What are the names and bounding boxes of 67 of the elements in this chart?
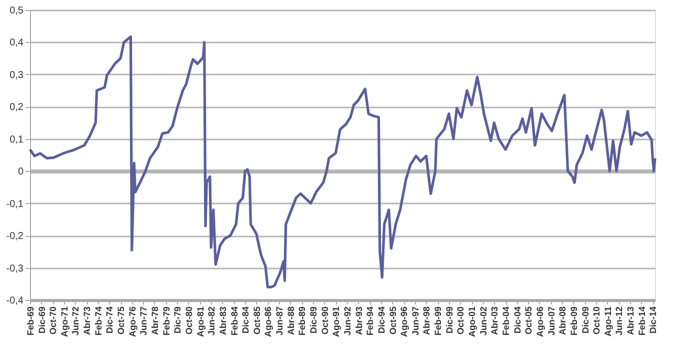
x-tick-label: Dic-14 — [648, 306, 658, 334]
x-tick-label: Jun-72 — [70, 306, 81, 336]
line-series — [28, 35, 656, 288]
y-tick-label: 0,4 — [10, 38, 24, 49]
y-tick-label: -0,4 — [6, 296, 24, 306]
x-tick-label: Dic-69 — [36, 306, 47, 334]
y-tick-label: 0 — [18, 166, 24, 178]
x-tick-label: Feb-04 — [501, 306, 512, 336]
x-tick-label: Ago-91 — [331, 306, 342, 338]
x-tick-label: Jun-07 — [546, 306, 556, 336]
x-tick-label: Abr-88 — [286, 306, 296, 336]
x-tick-label: Feb-84 — [229, 306, 240, 336]
x-tick-label: Dic-89 — [308, 306, 319, 334]
x-tick-label: Ago-11 — [602, 306, 613, 337]
x-tick-label: Jun-92 — [342, 306, 352, 336]
x-tick-label: Jun-77 — [138, 306, 149, 336]
x-tick-label: Oct-75 — [116, 306, 126, 335]
x-tick-label: Dic-09 — [580, 306, 590, 334]
x-tick-label: Ago-81 — [195, 306, 206, 338]
x-tick-label: Feb-14 — [636, 306, 647, 336]
x-tick-label: Jun-82 — [206, 306, 217, 336]
x-tick-label: Feb-94 — [365, 306, 376, 336]
x-tick-label: Abr-93 — [354, 306, 364, 336]
x-tick-label: Ago-86 — [263, 306, 274, 338]
x-tick-label: Ago-71 — [59, 306, 70, 338]
x-tick-label: Oct-90 — [320, 306, 330, 335]
x-tick-label: Jun-12 — [614, 306, 624, 336]
x-tick-label: Ago-96 — [399, 306, 410, 338]
x-tick-label: Jun-02 — [478, 306, 488, 336]
x-tick-label: Feb-09 — [568, 306, 579, 336]
x-tick-label: Feb-69 — [26, 306, 36, 336]
x-tick-label: Oct-05 — [524, 306, 534, 335]
x-tick-label: Feb-79 — [161, 306, 172, 336]
x-tick-label: Jun-97 — [410, 306, 420, 336]
x-tick-label: Abr-78 — [150, 306, 160, 336]
x-tick-label: Jun-87 — [274, 306, 285, 336]
x-tick-label: Abr-13 — [626, 306, 636, 336]
y-tick-label: 0,2 — [10, 102, 24, 114]
x-tick-label: Dic-04 — [512, 306, 522, 334]
x-tick-label: Feb-99 — [433, 306, 444, 336]
x-tick-label: Ago-76 — [127, 306, 138, 338]
x-tick-label: Oct-00 — [456, 306, 466, 335]
x-tick-label: Feb-89 — [297, 306, 308, 336]
x-tick-label: Oct-10 — [592, 306, 602, 335]
x-tick-label: Oct-70 — [48, 306, 58, 335]
y-tick-label: 0,3 — [10, 70, 24, 81]
x-tick-label: Dic-99 — [444, 306, 454, 334]
x-tick-label: Oct-80 — [184, 306, 194, 335]
x-tick-label: Abr-73 — [82, 306, 92, 336]
x-tick-label: Dic-79 — [172, 306, 183, 334]
x-tick-label: Oct-95 — [388, 306, 398, 335]
x-tick-label: Dic-84 — [240, 306, 251, 334]
x-tick-label: Feb-74 — [93, 306, 104, 336]
y-tick-label: -0,2 — [6, 231, 24, 242]
y-tick-label: 0,5 — [10, 6, 24, 16]
x-tick-label: Ago-01 — [467, 306, 478, 338]
x-tick-label: Abr-03 — [490, 306, 500, 336]
x-tick-label: Dic-94 — [376, 306, 386, 334]
y-tick-label: 0,1 — [10, 134, 24, 146]
x-tick-label: Oct-85 — [252, 306, 262, 335]
y-tick-label: -0,3 — [6, 263, 24, 274]
x-tick-label: Abr-98 — [422, 306, 432, 336]
x-tick-label: Ago-06 — [534, 306, 545, 338]
y-tick-label: -0,1 — [6, 198, 24, 210]
x-tick-label: Abr-08 — [558, 306, 568, 336]
x-tick-label: Dic-74 — [104, 306, 115, 334]
x-tick-label: Abr-83 — [218, 306, 228, 336]
